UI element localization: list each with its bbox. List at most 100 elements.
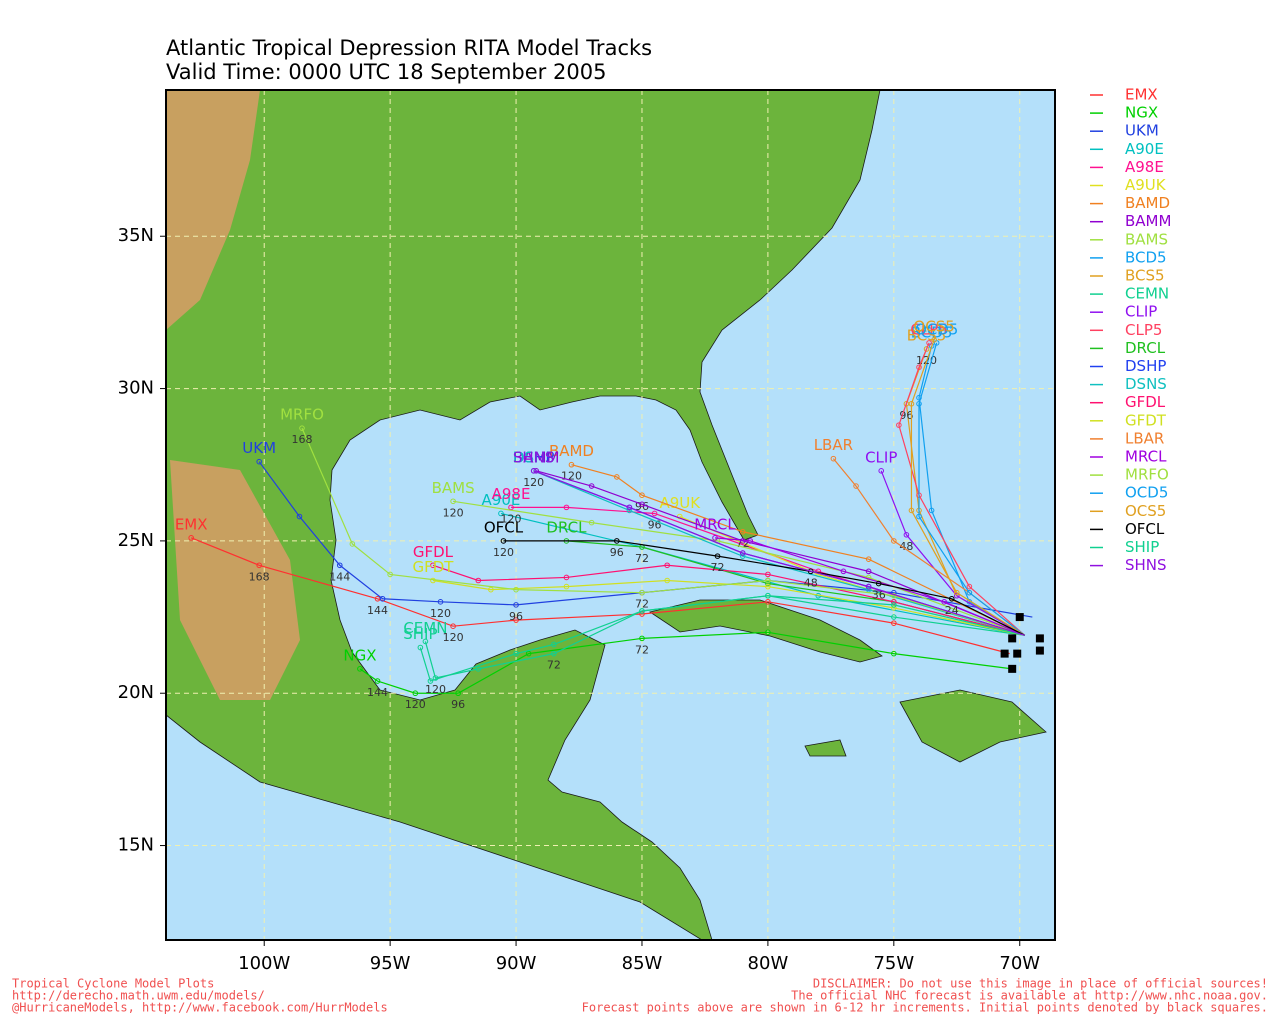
track-point	[455, 690, 461, 697]
forecast-hour: 120	[430, 607, 451, 620]
track-label: NGX	[343, 646, 376, 664]
track-point	[551, 641, 557, 648]
legend-label: GFDL	[1125, 393, 1166, 411]
track-point	[417, 644, 424, 651]
x-tick-label: 75W	[873, 953, 914, 974]
track-point	[427, 678, 434, 684]
track-point	[765, 592, 771, 599]
track-point	[349, 541, 356, 547]
track-point	[747, 538, 754, 544]
track-point	[916, 364, 922, 371]
track-line	[533, 470, 1025, 636]
grid	[166, 90, 1055, 940]
track-point	[765, 577, 771, 584]
x-tick-label: 85W	[622, 953, 663, 974]
y-tick-label: 25N	[118, 530, 154, 551]
track-point	[639, 635, 645, 642]
track-label: A98E	[492, 485, 531, 503]
forecast-hour: 96	[610, 546, 624, 559]
y-tick-label: 35N	[118, 225, 154, 246]
legend-label: OCD5	[1125, 484, 1168, 502]
initial-point	[1008, 634, 1017, 643]
legend-label: SHIP	[1125, 538, 1159, 556]
tracks: 120 144 168 EMX 72 96 120 144 NGX 72 96 120 144 UKM 72…	[175, 317, 1044, 711]
forecast-hour: 120	[501, 512, 522, 525]
track-line	[536, 470, 1026, 636]
track-point	[336, 562, 343, 569]
track-point	[891, 620, 897, 626]
track-point	[908, 507, 915, 514]
track-point	[928, 507, 935, 514]
track-line	[190, 537, 1010, 655]
track-point	[432, 675, 439, 681]
track-point	[931, 337, 937, 343]
subtitle: Valid Time: 0000 UTC 18 September 2005	[166, 60, 606, 84]
hispaniola	[899, 689, 1047, 763]
track-point	[865, 583, 872, 590]
track-point	[588, 483, 595, 489]
initial-point	[1035, 646, 1044, 655]
track-label: LBAR	[814, 436, 853, 454]
track-label: BCD5	[911, 323, 953, 341]
track-label: GFDT	[412, 558, 454, 576]
initial-point	[1008, 664, 1017, 673]
track-point	[437, 599, 444, 605]
track-point	[765, 583, 771, 590]
track-point	[739, 553, 746, 559]
y-tick-label: 15N	[118, 835, 154, 856]
track-point	[639, 589, 645, 596]
forecast-hour: 120	[493, 546, 514, 559]
track-point	[765, 580, 771, 587]
track-label: DRCL	[546, 518, 587, 536]
legend-label: BCS5	[1125, 267, 1165, 285]
track-point	[530, 468, 537, 474]
track-point	[626, 507, 633, 514]
track-label: A90E	[482, 491, 521, 509]
track-label: OFCL	[484, 518, 524, 536]
legend-label: BAMM	[1125, 212, 1171, 230]
track-point	[551, 650, 557, 657]
track-line	[359, 631, 1013, 694]
forecast-hour: 120	[443, 631, 464, 644]
track-line	[258, 461, 1033, 618]
track-point	[865, 556, 872, 562]
track-point	[450, 498, 456, 505]
track-point	[639, 501, 645, 508]
track-point	[916, 513, 922, 520]
track-point	[387, 571, 393, 578]
track-label: UKM	[242, 439, 276, 457]
mainland	[166, 90, 881, 940]
legend-label: DSHP	[1125, 357, 1166, 375]
forecast-hour: 36	[872, 589, 886, 602]
track-point	[765, 599, 771, 605]
track-point	[651, 510, 658, 517]
track-point	[865, 574, 872, 581]
track-point	[926, 340, 932, 346]
track-point	[739, 528, 746, 535]
footer-right: DISCLAIMER: Do not use this image in pla…	[813, 977, 1268, 991]
legend-label: LBAR	[1125, 429, 1164, 447]
track-point	[765, 571, 771, 578]
track-label: GFDL	[413, 543, 454, 561]
forecast-hour: 144	[367, 604, 388, 617]
track-point	[953, 589, 960, 596]
legend-label: SHNS	[1125, 556, 1167, 574]
track-point	[664, 577, 670, 584]
track-point	[878, 468, 885, 474]
x-tick-label: 80W	[748, 953, 789, 974]
track-label: SHIP	[403, 625, 437, 643]
track-label: CLIP	[865, 448, 897, 466]
track-point	[296, 513, 303, 520]
track-label: BAMM	[513, 448, 559, 466]
track-point	[256, 562, 262, 569]
forecast-hour: 144	[329, 570, 350, 583]
forecast-hour: 144	[367, 686, 388, 699]
track-label: MRFO	[280, 406, 324, 424]
track-point	[450, 623, 456, 630]
track-label: OCS5	[913, 317, 954, 335]
track-point	[613, 538, 620, 544]
track-point	[513, 650, 519, 657]
footer-left: Tropical Cyclone Model Plots	[12, 977, 214, 991]
jamaica	[804, 739, 847, 757]
legend-label: DSNS	[1125, 375, 1167, 393]
